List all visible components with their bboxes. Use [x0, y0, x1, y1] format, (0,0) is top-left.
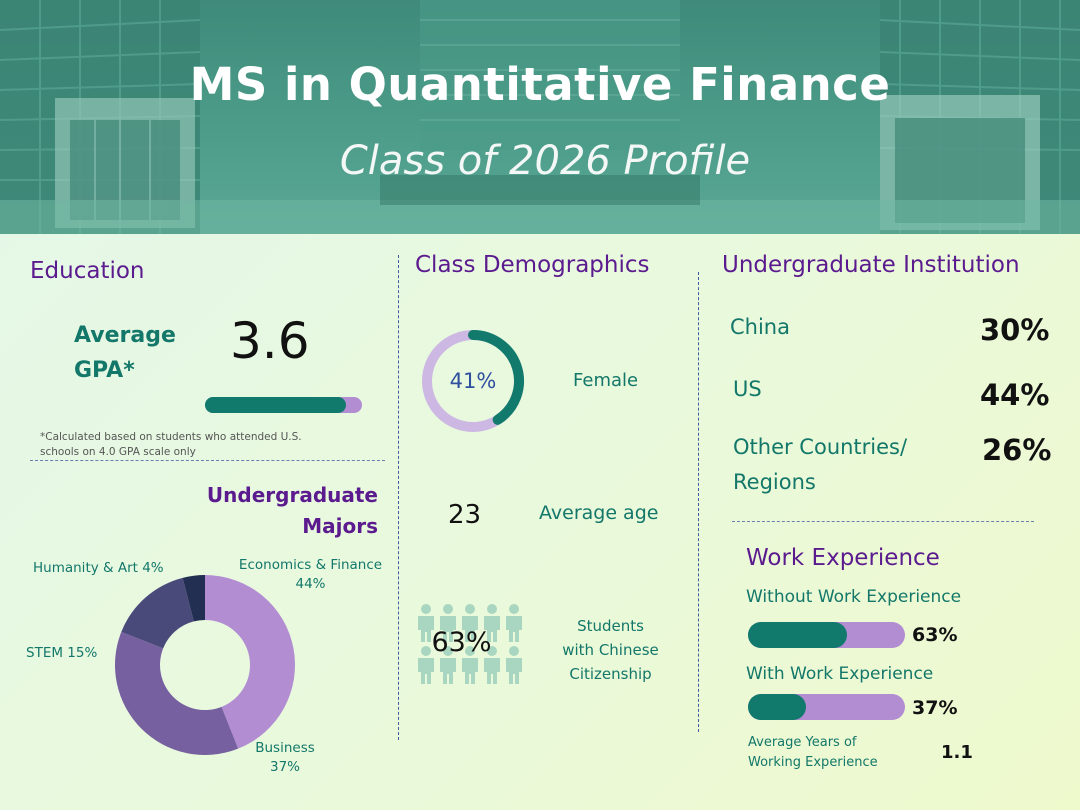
china-value: 30% [980, 313, 1050, 347]
person-icon [506, 604, 522, 642]
person-icon [440, 604, 456, 642]
donut-slice-business [114, 631, 239, 755]
chinese-label-line2: with Chinese [562, 641, 659, 659]
with-work-bar-fill [748, 694, 807, 720]
column-divider-left [398, 255, 399, 740]
institution-heading: Undergraduate Institution [722, 252, 1020, 278]
label-economics-finance-name: Economics & Finance [238, 557, 383, 573]
person-icon [418, 646, 434, 684]
other-countries-line1: Other Countries/ [733, 435, 908, 459]
label-economics-finance: Economics & Finance 44% [228, 556, 393, 594]
us-label: US [733, 377, 762, 401]
female-label: Female [573, 370, 639, 391]
without-work-bar [748, 622, 905, 648]
person-icon [418, 604, 434, 642]
label-economics-finance-percent: 44% [295, 576, 326, 592]
gpa-label-line2: GPA* [74, 358, 135, 383]
column-divider-right [698, 272, 699, 732]
person-icon [462, 646, 478, 684]
person-icon [506, 646, 522, 684]
donut-slice-stem [121, 577, 194, 649]
with-work-label: With Work Experience [746, 664, 934, 684]
avg-years-value: 1.1 [941, 742, 973, 763]
building-backdrop [0, 0, 1080, 234]
chinese-label-line1: Students [577, 617, 644, 635]
with-work-value: 37% [912, 697, 958, 719]
education-heading: Education [30, 258, 145, 284]
person-icon [484, 604, 500, 642]
label-business-name: Business [255, 740, 315, 756]
majors-donut-chart [114, 575, 296, 755]
other-countries-value: 26% [982, 433, 1052, 467]
other-countries-label: Other Countries/ Regions [733, 430, 907, 500]
label-business: Business 37% [230, 739, 340, 777]
people-icon-grid [418, 604, 522, 684]
gpa-label-line1: Average [74, 323, 176, 348]
label-business-percent: 37% [269, 759, 300, 775]
donut-slice-economics-finance [205, 575, 296, 749]
gpa-footnote: *Calculated based on students who attend… [40, 430, 302, 460]
chinese-label-line3: Citizenship [569, 665, 652, 683]
female-percent: 41% [449, 369, 497, 393]
female-ring-chart [422, 330, 524, 432]
page-subtitle: Class of 2026 Profile [339, 138, 751, 184]
work-heading: Work Experience [746, 545, 940, 571]
donut-slice-humanity-art [182, 575, 205, 622]
avg-years-label: Average Years of Working Experience [748, 733, 878, 773]
avg-years-label-line1: Average Years of [748, 735, 857, 750]
chinese-citizenship-percent: 63% [431, 627, 492, 658]
label-stem: STEM 15% [26, 645, 98, 661]
demographics-heading: Class Demographics [415, 252, 650, 278]
without-work-label: Without Work Experience [746, 587, 962, 607]
female-ring-fill [468, 330, 524, 425]
gpa-bar [205, 397, 362, 413]
avg-years-label-line2: Working Experience [748, 755, 878, 770]
chinese-citizenship-label: Students with Chinese Citizenship [548, 614, 673, 686]
header-banner: MS in Quantitative Finance Class of 2026… [0, 0, 1080, 234]
majors-heading: Undergraduate Majors [180, 480, 378, 542]
institution-divider [732, 521, 1034, 522]
with-work-bar [748, 694, 905, 720]
label-humanity-art: Humanity & Art 4% [33, 560, 164, 576]
gpa-footnote-line2: schools on 4.0 GPA scale only [40, 446, 196, 458]
person-icon [440, 646, 456, 684]
majors-heading-line1: Undergraduate [206, 483, 378, 507]
average-age-label: Average age [539, 502, 659, 524]
other-countries-line2: Regions [733, 470, 816, 494]
person-icon [484, 646, 500, 684]
education-divider [30, 460, 385, 461]
without-work-value: 63% [912, 624, 958, 646]
gpa-bar-fill [205, 397, 347, 413]
us-value: 44% [980, 378, 1050, 412]
gpa-label: Average GPA* [74, 318, 176, 388]
average-age-value: 23 [448, 500, 482, 530]
page-title: MS in Quantitative Finance [189, 58, 891, 111]
person-icon [462, 604, 478, 642]
gpa-footnote-line1: *Calculated based on students who attend… [40, 431, 302, 443]
without-work-bar-fill [748, 622, 847, 648]
gpa-value: 3.6 [230, 312, 310, 370]
china-label: China [730, 315, 790, 339]
majors-heading-line2: Majors [302, 514, 378, 538]
